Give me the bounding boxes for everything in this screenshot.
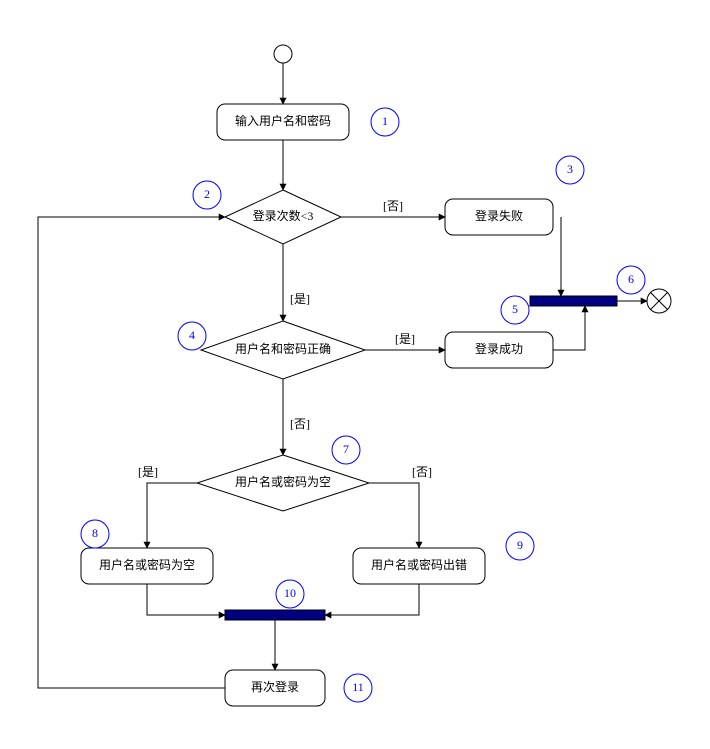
badge-1: 1: [371, 108, 399, 136]
edge-n11-d2: [38, 217, 225, 688]
badge-5: 5: [501, 296, 529, 324]
node-wrong-credentials-label: 用户名或密码出错: [371, 557, 467, 572]
edge-n5-bar6: [553, 306, 585, 350]
svg-text:11: 11: [352, 680, 364, 694]
svg-text:6: 6: [628, 272, 634, 286]
badge-8: 8: [81, 520, 109, 548]
edge-d7-n9: [369, 483, 419, 548]
edge-d7-n8: [147, 483, 197, 548]
edge-label-d4-no: [否]: [290, 417, 310, 431]
sync-bar-6: [530, 296, 617, 306]
svg-text:3: 3: [567, 162, 573, 176]
sync-bar-10: [225, 610, 325, 620]
end-node: [647, 289, 671, 313]
svg-text:10: 10: [284, 586, 296, 600]
decision-login-count-label: 登录次数<3: [253, 208, 314, 223]
decision-credentials-correct-label: 用户名和密码正确: [235, 341, 331, 356]
badge-9: 9: [506, 532, 534, 560]
badge-6: 6: [617, 266, 645, 294]
badge-7: 7: [332, 436, 360, 464]
node-empty-credentials-label: 用户名或密码为空: [99, 557, 195, 572]
svg-text:1: 1: [382, 114, 388, 128]
start-node: [274, 45, 292, 63]
svg-text:2: 2: [204, 187, 210, 201]
svg-text:4: 4: [189, 328, 195, 342]
flowchart-canvas: [否] [是] [是] [否] [是] [否] 输入用户名和密码 登录次数<3 …: [0, 0, 710, 749]
edge-label-d7-no: [否]: [412, 465, 432, 479]
edge-n9-bar10: [325, 584, 419, 615]
svg-text:9: 9: [517, 538, 523, 552]
badge-10: 10: [276, 580, 304, 608]
decision-empty-credentials-label: 用户名或密码为空: [235, 474, 331, 489]
svg-text:8: 8: [92, 526, 98, 540]
edge-label-d2-no: [否]: [383, 199, 403, 213]
node-login-again-label: 再次登录: [251, 679, 299, 694]
badge-4: 4: [178, 322, 206, 350]
svg-text:7: 7: [343, 442, 349, 456]
node-login-success-label: 登录成功: [475, 341, 523, 356]
badge-3: 3: [556, 156, 584, 184]
badge-11: 11: [344, 674, 372, 702]
edge-n8-bar10: [147, 584, 225, 615]
edge-label-d2-yes: [是]: [290, 292, 310, 306]
badge-2: 2: [193, 181, 221, 209]
node-login-failed-label: 登录失败: [475, 208, 523, 223]
node-input-credentials-label: 输入用户名和密码: [235, 113, 331, 128]
edge-label-d7-yes: [是]: [138, 465, 158, 479]
edge-label-d4-yes: [是]: [395, 332, 415, 346]
svg-text:5: 5: [512, 302, 518, 316]
